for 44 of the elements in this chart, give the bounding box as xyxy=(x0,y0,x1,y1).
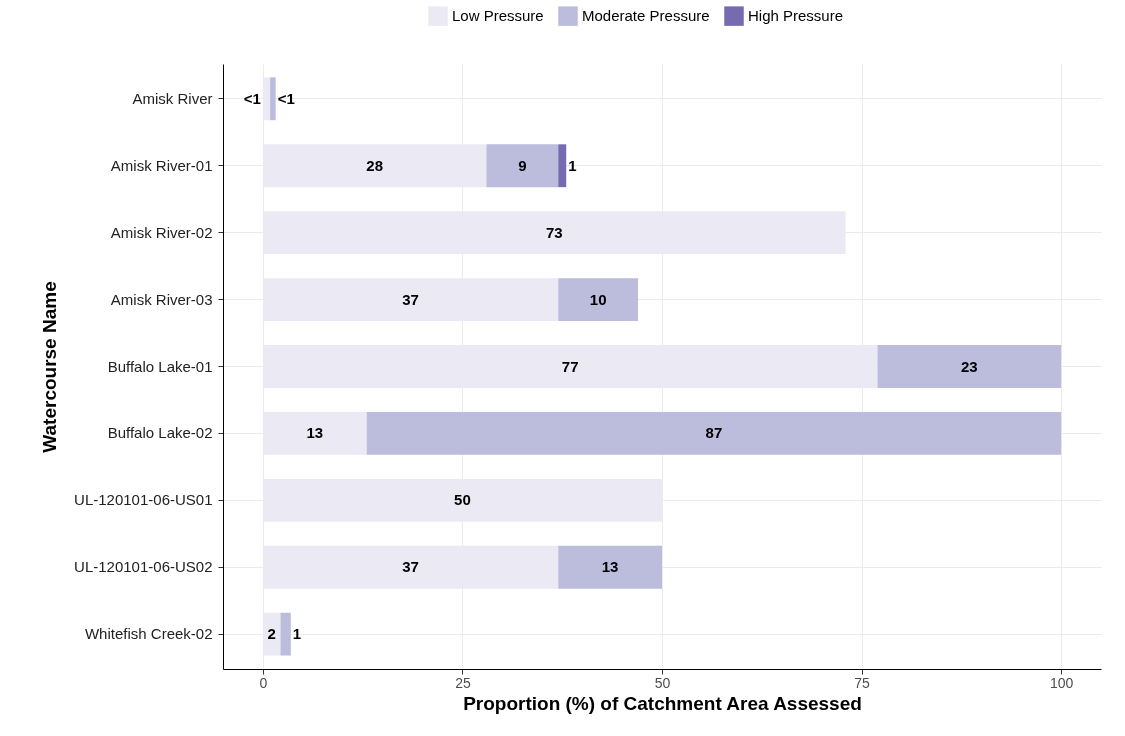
bar xyxy=(558,144,567,188)
y-tick-label: UL-120101-06-US02 xyxy=(74,558,213,576)
data-label: 13 xyxy=(601,558,619,576)
y-tick-label: Amisk River-03 xyxy=(110,290,213,308)
data-label: <1 xyxy=(243,89,261,107)
bar xyxy=(558,545,662,589)
data-label: <1 xyxy=(277,89,295,107)
data-label: 50 xyxy=(454,491,471,509)
bar xyxy=(558,278,639,321)
y-tick-label: Buffalo Lake-01 xyxy=(107,357,213,375)
bar xyxy=(366,412,1062,455)
data-label: 37 xyxy=(402,558,419,576)
legend-label: High Pressure xyxy=(748,7,844,25)
legend-label: Moderate Pressure xyxy=(582,7,710,25)
x-tick-label: 0 xyxy=(259,674,268,691)
y-axis-title: Watercourse Name xyxy=(39,281,61,453)
bar xyxy=(877,345,1062,388)
data-label: 1 xyxy=(568,156,577,174)
y-tick-label: Amisk River-01 xyxy=(110,156,213,174)
data-label: 13 xyxy=(306,424,324,442)
bar xyxy=(280,612,291,656)
data-label: 77 xyxy=(561,357,579,375)
bar xyxy=(270,77,276,121)
x-tick-label: 25 xyxy=(455,674,471,691)
y-tick-label: Whitefish Creek-02 xyxy=(84,625,213,643)
y-tick-label: Amisk River-02 xyxy=(110,223,213,241)
x-tick-label: 75 xyxy=(854,674,871,691)
data-label: 28 xyxy=(366,156,383,174)
bar xyxy=(486,144,559,188)
data-label: 37 xyxy=(402,290,419,308)
data-label: 2 xyxy=(267,625,276,643)
x-axis-title: Proportion (%) of Catchment Area Assessed xyxy=(463,692,862,714)
x-tick-label: 100 xyxy=(1049,674,1074,691)
y-tick-label: UL-120101-06-US01 xyxy=(74,491,213,509)
data-label: 10 xyxy=(589,290,607,308)
data-label: 23 xyxy=(960,357,978,375)
legend-label: Low Pressure xyxy=(452,7,544,25)
x-tick-label: 50 xyxy=(654,674,671,691)
data-label: 87 xyxy=(705,424,723,442)
data-label: 1 xyxy=(292,625,302,643)
data-label: 9 xyxy=(518,156,527,174)
y-tick-label: Buffalo Lake-02 xyxy=(107,424,213,442)
y-tick-label: Amisk River xyxy=(132,89,213,107)
data-label: 73 xyxy=(545,223,563,241)
